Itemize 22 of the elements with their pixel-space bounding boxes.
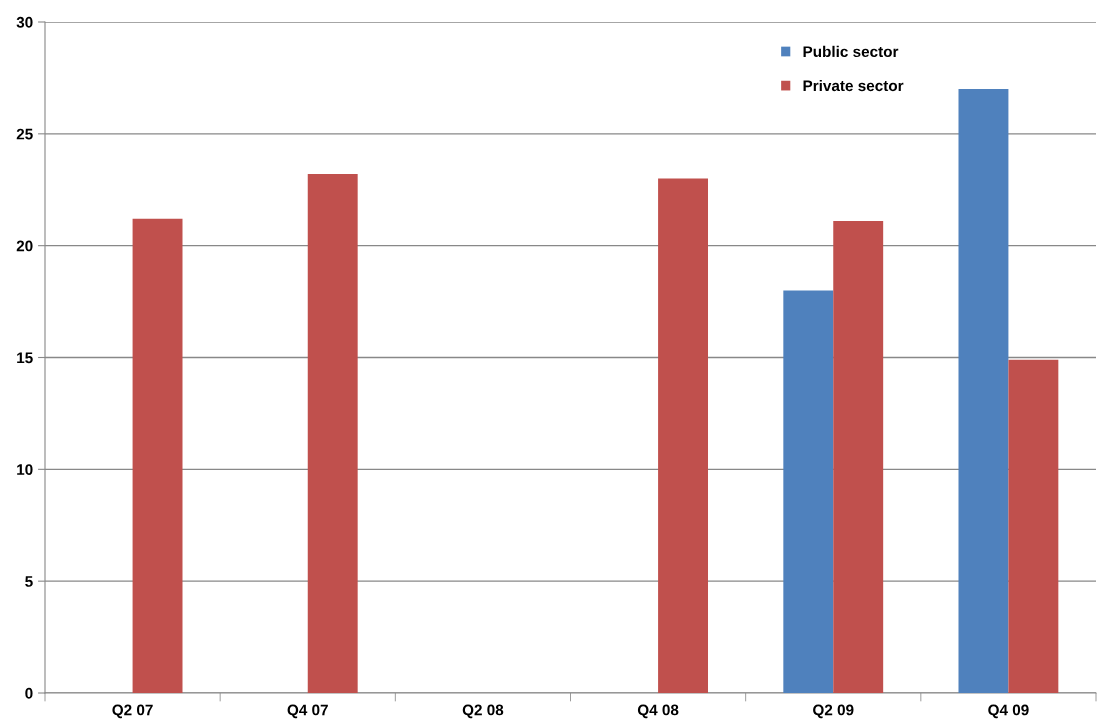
x-tick-label: Q4 08 <box>637 704 679 719</box>
bar <box>132 218 183 693</box>
bar <box>1008 359 1059 693</box>
bar <box>307 174 358 693</box>
bar <box>783 290 834 693</box>
legend-label: Public sector <box>803 45 899 58</box>
legend-label: Private sector <box>803 79 904 92</box>
x-tick-label: Q4 07 <box>287 704 328 719</box>
x-tick-label: Q4 09 <box>988 704 1029 719</box>
y-tick-label: 30 <box>16 16 33 28</box>
y-tick-label: 25 <box>16 128 33 140</box>
x-tick-label: Q2 07 <box>112 704 153 719</box>
y-tick-label: 0 <box>25 687 33 699</box>
bar <box>658 178 709 693</box>
y-tick-label: 5 <box>25 576 33 587</box>
x-tick-label: Q2 08 <box>462 704 504 719</box>
y-tick-label: 10 <box>17 464 33 476</box>
bar <box>833 221 884 693</box>
y-tick-label: 15 <box>17 352 33 364</box>
bar <box>958 89 1009 693</box>
y-tick-label: 20 <box>16 240 33 252</box>
x-tick-label: Q2 09 <box>813 704 854 719</box>
